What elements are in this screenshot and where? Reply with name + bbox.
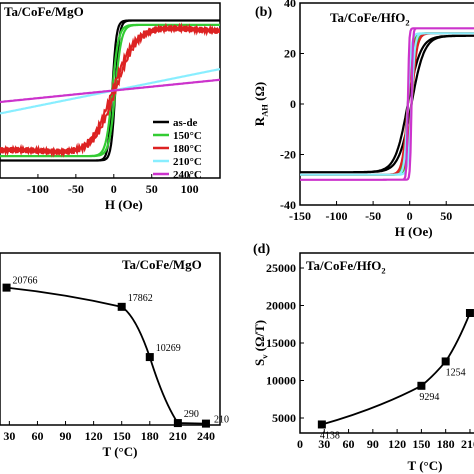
x-tick-label: 90 (60, 429, 72, 443)
series-line-1 (300, 32, 474, 176)
y-tick-label: -40 (280, 198, 296, 212)
data-point (441, 357, 450, 366)
data-point (317, 420, 326, 429)
data-point (417, 381, 426, 390)
legend-label-4: 240°C (173, 169, 202, 181)
panel-label: (b) (255, 5, 272, 20)
x-tick-label: 150 (412, 437, 430, 451)
panel-b: -150 -100 -50 0 50 -40 -20 0 20 40 (b) Ta/CoFe/HfO2… (252, 0, 474, 239)
x-tick-label: -150 (289, 209, 311, 223)
x-tick-label: 210 (169, 429, 187, 443)
data-label: 17862 (128, 293, 153, 304)
data-point (145, 353, 154, 362)
series-line-1 (0, 23, 220, 158)
x-tick-label: 90 (367, 437, 379, 451)
plot-frame (0, 252, 221, 426)
y-tick-label: 10000 (266, 374, 296, 388)
series-line-3 (300, 32, 474, 176)
x-tick-label: 120 (85, 429, 103, 443)
plot-frame (0, 2, 221, 179)
y-tick-label: 40 (284, 0, 296, 10)
x-tick-label: 0 (407, 209, 413, 223)
series-line-0 (300, 34, 474, 174)
x-tick-label: -50 (68, 182, 84, 196)
data-point (117, 302, 126, 311)
x-tick-label: 30 (318, 437, 330, 451)
data-point (2, 283, 11, 292)
legend-label-0: as-de (173, 117, 198, 129)
series-line-3 (0, 68, 220, 115)
data-label: 290 (184, 409, 199, 420)
series-line (321, 312, 471, 426)
x-tick-label: 60 (31, 429, 43, 443)
x-tick-label: 0 (297, 437, 303, 451)
panel-title: Ta/CoFe/MgO (4, 4, 84, 19)
series-line-2 (0, 22, 220, 158)
x-tick-label: 100 (181, 182, 199, 196)
plot-frame (299, 252, 474, 434)
x-tick-label: -100 (27, 182, 49, 196)
x-axis-label: H (Oe) (395, 224, 433, 239)
y-tick-label: 5000 (272, 411, 296, 425)
data-label: 10269 (156, 343, 181, 354)
x-tick-label: 50 (146, 182, 158, 196)
legend-label-2: 180°C (173, 143, 202, 155)
x-tick-label: 50 (440, 209, 452, 223)
x-tick-label: 30 (3, 429, 15, 443)
panel-title: Ta/CoFe/MgO (122, 257, 202, 272)
x-tick-label: 0 (111, 182, 117, 196)
series-line-2 (300, 32, 474, 176)
data-label: 210 (214, 415, 229, 426)
x-tick-label: 180 (437, 437, 455, 451)
x-tick-label: 120 (388, 437, 406, 451)
x-tick-label: -100 (326, 209, 348, 223)
x-tick-label: 60 (343, 437, 355, 451)
series-line-0 (0, 19, 220, 162)
panel-title: Ta/CoFe/HfO2 (306, 258, 386, 275)
x-axis-label: T (°C) (408, 458, 443, 473)
data-label: 1254 (446, 367, 466, 378)
y-tick-label: 20000 (266, 299, 296, 313)
legend-label-3: 210°C (173, 156, 202, 168)
series-line-4 (0, 78, 220, 104)
y-tick-label: -20 (280, 148, 296, 162)
x-tick-label: 240 (197, 429, 215, 443)
panel-title: Ta/CoFe/HfO2 (330, 10, 410, 27)
y-tick-label: 0 (290, 97, 296, 111)
x-tick-label: -50 (365, 209, 381, 223)
data-point (465, 309, 474, 317)
data-label: 20766 (13, 276, 38, 287)
x-tick-label: 210 (461, 437, 474, 451)
series-line-4 (300, 27, 474, 181)
y-tick-label: 20 (284, 47, 296, 61)
y-axis-label: Sv (Ω/T) (252, 320, 269, 366)
series-line (6, 286, 206, 425)
data-label: 4138 (320, 430, 340, 441)
y-axis-label: RAH (Ω) (252, 82, 269, 126)
panel-label: (d) (253, 242, 270, 257)
panel-a: -100 -50 0 50 100 H (Oe) Ta/CoFe/MgO as-de150°C… (0, 2, 221, 212)
data-label: 9294 (419, 392, 439, 403)
panel-d: 4138 9294 1254 0 30 60 90 120 150 180 210 5000 10000… (252, 242, 474, 473)
x-tick-label: 180 (141, 429, 159, 443)
legend-label-1: 150°C (173, 130, 202, 142)
y-tick-label: 25000 (266, 261, 296, 275)
panel-c: 20766 17862 10269 290 210 30 60 90 120 150 180 210 2… (0, 252, 229, 459)
x-axis-label: H (Oe) (105, 197, 143, 212)
x-axis-label: T (°C) (103, 444, 138, 459)
x-tick-label: 150 (113, 429, 131, 443)
y-tick-label: 15000 (266, 336, 296, 350)
